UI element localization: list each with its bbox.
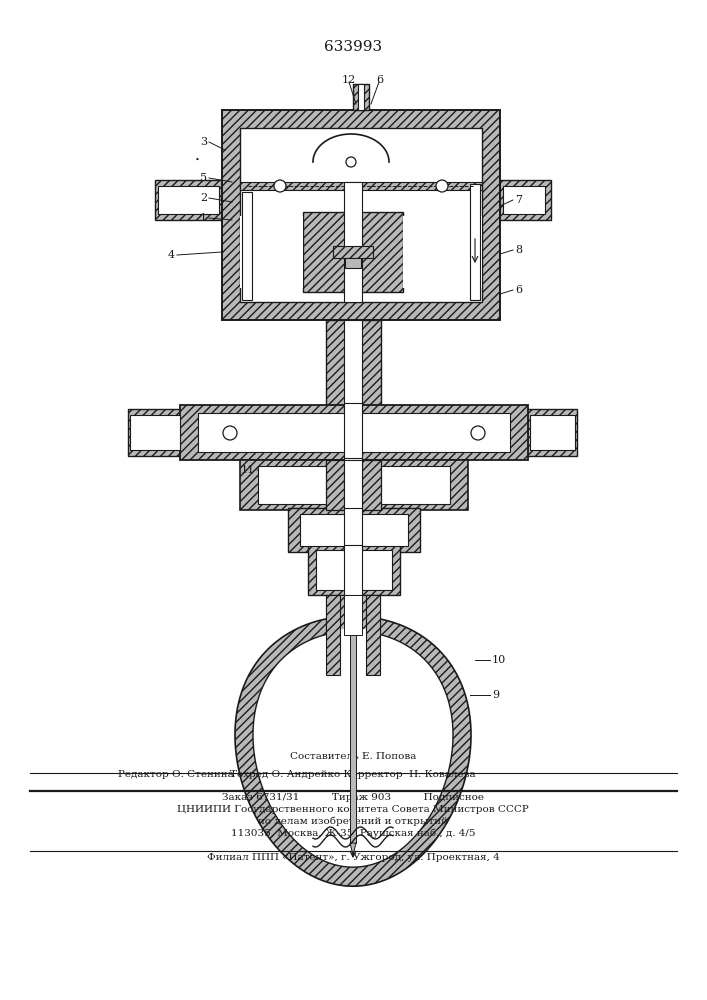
Bar [242,192,252,300]
Bar [344,595,362,635]
Bar [258,466,450,504]
Bar [470,184,480,300]
Bar [326,595,380,635]
Bar [344,403,362,462]
Text: 2: 2 [200,193,207,203]
Text: по делам изобретений и открытий: по делам изобретений и открытий [258,817,448,826]
Bar [345,258,361,268]
Bar [326,595,340,675]
Bar [155,180,225,220]
Polygon shape [235,616,471,886]
Bar [316,550,392,590]
Text: 3: 3 [200,137,207,147]
Bar [358,84,364,110]
Bar [130,415,180,450]
Text: 12: 12 [342,75,356,85]
Text: ЦНИИПИ Государственного комитета Совета Министров СССР: ЦНИИПИ Государственного комитета Совета … [177,805,529,814]
Bar [366,595,380,675]
Bar [497,180,551,220]
Circle shape [346,157,356,167]
Bar [525,409,577,456]
Circle shape [471,426,485,440]
Bar [403,216,482,288]
Text: 11: 11 [241,465,255,475]
Bar [158,186,219,214]
Circle shape [436,180,448,192]
Bar [353,84,369,110]
Text: 113035, Москва, Ж-35, Раушская наб., д. 4/5: 113035, Москва, Ж-35, Раушская наб., д. … [230,829,475,838]
Bar [344,458,362,512]
Text: Филиал ППП «Патент», г. Ужгород, ул. Проектная, 4: Филиал ППП «Патент», г. Ужгород, ул. Про… [206,853,499,862]
Text: 633993: 633993 [324,40,382,54]
Text: 5: 5 [200,173,207,183]
Bar [198,413,510,452]
Bar [240,460,468,510]
Bar [308,545,400,595]
Bar [344,545,362,595]
Bar [240,182,482,190]
Text: Составитель Е. Попова: Составитель Е. Попова [290,752,416,761]
Bar [326,320,381,440]
Text: Редактор О. Стенина: Редактор О. Стенина [118,770,234,779]
Text: Заказ 6731/31          Тираж 903          Подписное: Заказ 6731/31 Тираж 903 Подписное [222,793,484,802]
Bar [344,320,362,440]
Polygon shape [253,631,453,867]
Bar [326,460,381,510]
Bar [128,409,183,456]
Bar [326,629,380,637]
Text: 6: 6 [515,285,522,295]
Bar [350,635,356,843]
Text: 7: 7 [515,195,522,205]
Bar [240,216,303,288]
Bar [240,128,482,302]
Text: 1: 1 [200,213,207,223]
Bar [222,110,500,320]
Text: •: • [195,156,200,164]
Bar [503,186,545,214]
Text: 4: 4 [168,250,175,260]
Bar [303,212,403,292]
Circle shape [274,180,286,192]
Text: 10: 10 [492,655,506,665]
Bar [300,514,408,546]
Bar [344,460,362,510]
Text: 8: 8 [515,245,522,255]
Text: 6: 6 [376,75,383,85]
Bar [333,246,373,258]
Bar [344,508,362,552]
Bar [530,415,575,450]
Circle shape [223,426,237,440]
Bar [180,405,528,460]
Bar [288,508,420,552]
Text: 9: 9 [492,690,499,700]
Text: Техред О. Андрейко Корректор  Н. Ковалева: Техред О. Андрейко Корректор Н. Ковалева [230,770,476,779]
Bar [344,182,362,302]
Polygon shape [350,843,356,855]
